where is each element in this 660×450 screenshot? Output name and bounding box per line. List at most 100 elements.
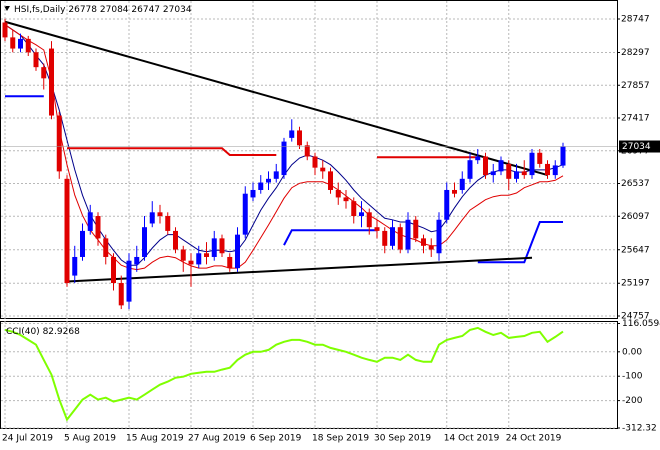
- candle-body: [10, 37, 16, 49]
- candle-body: [320, 167, 326, 172]
- candle-body: [545, 163, 550, 176]
- candle-body: [328, 171, 333, 190]
- candle-body: [467, 160, 473, 179]
- candle-body: [397, 227, 403, 250]
- candle-body: [180, 249, 186, 261]
- y-tick-label: 27857: [621, 81, 650, 91]
- candle-body: [188, 260, 194, 265]
- x-tick-label: 18 Sep 2019: [312, 434, 369, 444]
- x-tick-label: 24 Jul 2019: [2, 434, 53, 444]
- candle-body: [351, 201, 357, 217]
- x-tick-label: 24 Oct 2019: [506, 434, 562, 444]
- y-tick-label: 26537: [621, 179, 650, 189]
- candle-body: [304, 145, 310, 157]
- candle-body: [33, 52, 39, 68]
- x-tick-label: 6 Sep 2019: [250, 434, 302, 444]
- candle-body: [506, 163, 512, 179]
- candle-body: [498, 160, 504, 172]
- candle-body: [266, 178, 271, 183]
- candle-body: [134, 256, 140, 265]
- candle-body: [41, 67, 47, 79]
- y-tick-label: -100: [622, 372, 643, 382]
- candle-body: [235, 234, 240, 269]
- candle-body: [343, 197, 349, 202]
- y-tick-label: -200: [622, 396, 643, 406]
- candle-body: [250, 189, 256, 198]
- candle-body: [111, 256, 116, 284]
- cci-frame: [0, 321, 618, 429]
- candle-body: [312, 156, 318, 168]
- cci-last: 82.9268: [43, 327, 80, 337]
- candle-body: [560, 146, 566, 166]
- candle-body: [87, 212, 93, 231]
- candle-body: [211, 238, 217, 257]
- candle-body: [196, 253, 202, 265]
- candle-body: [165, 216, 171, 231]
- x-tick-label: 27 Aug 2019: [188, 434, 246, 444]
- candle-body: [118, 283, 124, 306]
- x-tick-label: 14 Oct 2019: [444, 434, 500, 444]
- candle-body: [204, 253, 209, 257]
- header-open: 26778: [68, 5, 97, 15]
- cci-line: [4, 326, 564, 422]
- last-price-label: 27034: [622, 142, 651, 152]
- candle-body: [2, 22, 8, 38]
- x-tick-label: 30 Sep 2019: [374, 434, 431, 444]
- candle-body: [64, 178, 70, 284]
- cci-header: CCI(40) 82.9268: [6, 327, 80, 337]
- y-tick-label: 25647: [621, 245, 650, 255]
- header-high: 27084: [100, 5, 129, 15]
- candle-body: [459, 178, 465, 190]
- candle-body: [444, 189, 450, 220]
- candle-body: [405, 219, 411, 250]
- y-tick-label: 27417: [621, 114, 650, 124]
- indicator-line: [67, 147, 478, 159]
- y-tick-label: 28297: [621, 48, 650, 58]
- y-tick-label: 24757: [621, 312, 650, 322]
- candle-body: [421, 238, 426, 246]
- indicator-line: [5, 95, 563, 264]
- y-tick-label: 0.00: [622, 347, 642, 357]
- candle-body: [490, 171, 496, 176]
- main-frame: [0, 0, 618, 319]
- candle-body: [219, 238, 225, 254]
- candle-body: [335, 189, 341, 198]
- candle-body: [273, 171, 279, 179]
- candle-body: [157, 212, 163, 217]
- candle-body: [529, 152, 535, 176]
- candle-body: [126, 260, 132, 302]
- header: HSI,fs,Daily 26778 27084 26747 27034: [14, 5, 192, 15]
- candle-body: [514, 171, 519, 179]
- candle-body: [72, 256, 78, 276]
- x-tick-label: 15 Aug 2019: [126, 434, 184, 444]
- header-close: 27034: [163, 5, 192, 15]
- candle-body: [142, 227, 147, 257]
- y-tick-label: 25197: [621, 279, 650, 289]
- candle-body: [258, 182, 264, 190]
- candle-body: [552, 165, 558, 176]
- candle-body: [537, 152, 543, 164]
- candle-body: [103, 238, 109, 257]
- candle-body: [80, 230, 85, 257]
- candle-body: [452, 189, 457, 194]
- candle-body: [374, 227, 380, 231]
- candle-body: [521, 171, 527, 176]
- candle-body: [289, 130, 295, 138]
- candle-body: [25, 38, 31, 53]
- candle-body: [475, 156, 481, 161]
- candle-body: [413, 219, 419, 239]
- cci-title: CCI(40): [6, 327, 40, 337]
- candle-body: [297, 130, 302, 146]
- candle-body: [56, 115, 62, 172]
- candle-body: [227, 256, 233, 269]
- symbol-icon: [4, 6, 10, 11]
- candle-body: [483, 156, 488, 176]
- y-tick-label: 26097: [621, 212, 650, 222]
- candle-body: [149, 212, 155, 224]
- symbol-title: HSI,fs,Daily: [14, 5, 66, 15]
- y-tick-label: 28747: [621, 15, 650, 25]
- x-tick-label: 5 Aug 2019: [64, 434, 116, 444]
- candle-body: [382, 230, 388, 246]
